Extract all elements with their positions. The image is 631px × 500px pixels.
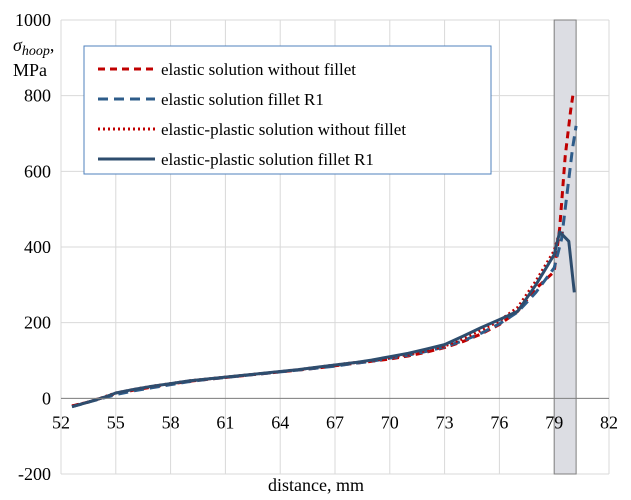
x-tick-label: 79: [545, 412, 563, 432]
x-tick-label: 55: [107, 412, 125, 432]
y-axis-symbol-comma: ,: [50, 35, 55, 55]
y-tick-label: 600: [24, 161, 51, 181]
legend-items: elastic solution without fillet elastic s…: [98, 60, 406, 169]
x-tick-label: 61: [216, 412, 234, 432]
legend-label-3: elastic-plastic solution without fillet: [161, 120, 406, 139]
series-layer: [71, 91, 578, 409]
x-axis-label: distance, mm: [268, 475, 364, 495]
y-tick-label: 1000: [15, 10, 51, 30]
x-tick-label: 67: [326, 412, 344, 432]
shaded-region: [553, 19, 577, 475]
x-tick-label: 73: [436, 412, 454, 432]
legend: elastic solution without fillet elastic s…: [83, 45, 492, 175]
legend-box: [83, 45, 492, 175]
y-tick-labels: -200 0 200 400 600 800 1000: [15, 10, 51, 484]
x-tick-label: 58: [162, 412, 180, 432]
y-axis-symbol-main: σ: [13, 35, 23, 55]
y-axis-unit: MPa: [13, 60, 47, 80]
y-axis-symbol-subscript: hoop: [22, 44, 50, 59]
x-tick-label: 76: [490, 412, 508, 432]
y-tick-label: -200: [18, 464, 51, 484]
legend-label-4: elastic-plastic solution fillet R1: [161, 150, 374, 169]
series-line-4: [71, 230, 576, 409]
legend-label-2: elastic solution fillet R1: [161, 90, 324, 109]
y-tick-label: 400: [24, 237, 51, 257]
x-tick-label: 82: [600, 412, 618, 432]
legend-label-1: elastic solution without fillet: [161, 60, 356, 79]
y-axis-symbol: σhoop,: [13, 35, 54, 59]
y-tick-label: 0: [42, 388, 51, 408]
x-tick-label: 52: [52, 412, 70, 432]
x-tick-label: 70: [381, 412, 399, 432]
x-tick-labels: 52 55 58 61 64 67 70 73 76 79 82: [52, 412, 618, 432]
y-tick-label: 800: [24, 86, 51, 106]
shaded-region-layer: [553, 19, 577, 475]
x-tick-label: 64: [271, 412, 289, 432]
y-tick-label: 200: [24, 313, 51, 333]
